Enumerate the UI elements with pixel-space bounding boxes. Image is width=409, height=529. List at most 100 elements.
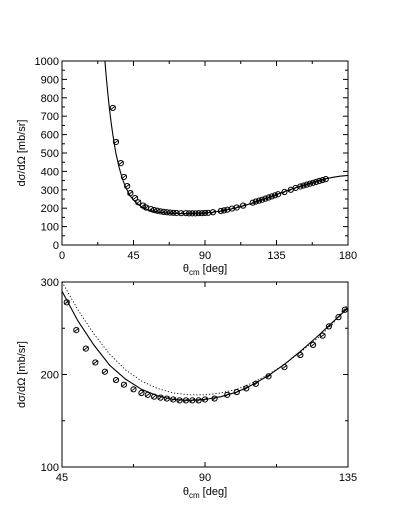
x-tick-label: 45 <box>56 472 68 484</box>
data-point-marker <box>265 373 272 380</box>
data-point-error-bar <box>297 184 304 189</box>
data-point-error-bar <box>275 191 281 197</box>
data-point <box>131 194 139 202</box>
x-tick-label: 45 <box>127 250 139 262</box>
data-point-marker <box>265 194 272 201</box>
data-point-error-bar <box>262 196 269 201</box>
data-point <box>233 388 240 396</box>
data-point-marker <box>151 393 158 400</box>
data-point-error-bar <box>211 396 218 401</box>
data-point-error-bar <box>252 381 259 387</box>
data-point-error-bar <box>183 398 189 403</box>
data-point-marker <box>138 389 145 397</box>
data-point-marker <box>92 359 99 366</box>
x-tick-label: 180 <box>339 250 357 262</box>
data-point-error-bar <box>113 139 119 145</box>
data-point <box>73 327 80 334</box>
data-point-error-bar <box>117 160 124 166</box>
data-point <box>201 396 209 403</box>
y-axis-label: dσ/dΩ [mb/sr] <box>16 120 28 187</box>
data-point <box>138 389 145 397</box>
y-tick-label: 300 <box>41 277 59 289</box>
data-point-error-bar <box>322 176 329 182</box>
data-point-error-bar <box>341 307 348 313</box>
x-tick-label: 0 <box>59 250 65 262</box>
data-point <box>151 393 158 400</box>
data-point-error-bar <box>143 205 150 211</box>
data-point-error-bar <box>233 389 240 395</box>
data-point <box>112 138 120 146</box>
data-point <box>170 396 177 403</box>
data-point <box>265 373 272 380</box>
x-axis-label: θcm [deg] <box>183 486 227 500</box>
data-point-error-bar <box>124 183 131 189</box>
data-point-marker <box>182 210 190 217</box>
data-point-error-bar <box>281 189 288 195</box>
data-point-marker <box>109 104 116 112</box>
data-point <box>127 190 134 197</box>
data-point-marker <box>195 397 202 404</box>
data-point-marker <box>157 394 164 401</box>
y-tick-label: 800 <box>41 93 59 105</box>
data-point-error-bar <box>303 182 310 188</box>
data-point <box>101 368 109 375</box>
data-point-error-bar <box>240 203 247 208</box>
data-point <box>157 394 164 401</box>
data-point <box>281 364 288 371</box>
data-point <box>265 194 272 201</box>
data-point-error-bar <box>281 364 288 370</box>
data-point-error-bar <box>102 369 108 375</box>
data-point-error-bar <box>144 392 151 398</box>
data-point-error-bar <box>243 386 250 391</box>
data-point-error-bar <box>170 397 177 402</box>
data-point-error-bar <box>167 210 173 215</box>
data-point <box>176 397 183 404</box>
data-point <box>144 391 151 398</box>
data-point-error-bar <box>326 324 332 329</box>
data-point-error-bar <box>189 210 196 216</box>
y-tick-label: 700 <box>41 111 59 123</box>
data-point <box>341 306 348 313</box>
model-curve-solid <box>62 290 348 401</box>
data-point-marker <box>189 397 196 404</box>
data-point-error-bar <box>300 183 307 188</box>
data-point-marker <box>182 397 190 404</box>
data-point-marker <box>163 395 170 402</box>
data-point-marker <box>201 396 209 403</box>
data-point-marker <box>325 323 333 330</box>
x-axis-label-subscript: cm <box>189 268 200 277</box>
data-point <box>139 202 147 209</box>
data-point-error-bar <box>130 386 137 392</box>
data-point-error-bar <box>195 210 202 216</box>
data-point-error-bar <box>176 398 183 403</box>
data-point-error-bar <box>186 210 192 216</box>
data-point <box>195 397 202 404</box>
data-point <box>117 160 124 167</box>
data-point-marker <box>117 160 124 167</box>
data-point-error-bar <box>109 105 116 111</box>
data-point-marker <box>144 391 151 398</box>
data-point-error-bar <box>233 205 240 210</box>
data-point <box>92 359 99 366</box>
data-point-marker <box>124 183 131 190</box>
data-point <box>124 183 131 190</box>
data-point <box>170 209 177 216</box>
data-point-error-bar <box>256 198 262 204</box>
x-axis-label-symbol: θ <box>183 486 189 498</box>
data-point-marker <box>224 391 231 398</box>
data-point-error-bar <box>127 190 134 196</box>
data-point <box>319 332 326 339</box>
data-point <box>209 209 217 216</box>
data-point-marker <box>170 396 177 403</box>
data-point-marker <box>131 194 139 202</box>
data-point-marker <box>240 202 247 209</box>
data-point-error-bar <box>151 394 158 400</box>
data-point-marker <box>297 351 304 359</box>
data-point <box>249 199 256 206</box>
data-point-error-bar <box>113 377 119 383</box>
y-axis-label: dσ/dΩ [mb/sr] <box>16 341 28 408</box>
data-point-marker <box>271 192 279 199</box>
data-point-error-bar <box>202 397 208 402</box>
data-point-marker <box>139 202 147 209</box>
x-tick-label: 135 <box>267 250 285 262</box>
